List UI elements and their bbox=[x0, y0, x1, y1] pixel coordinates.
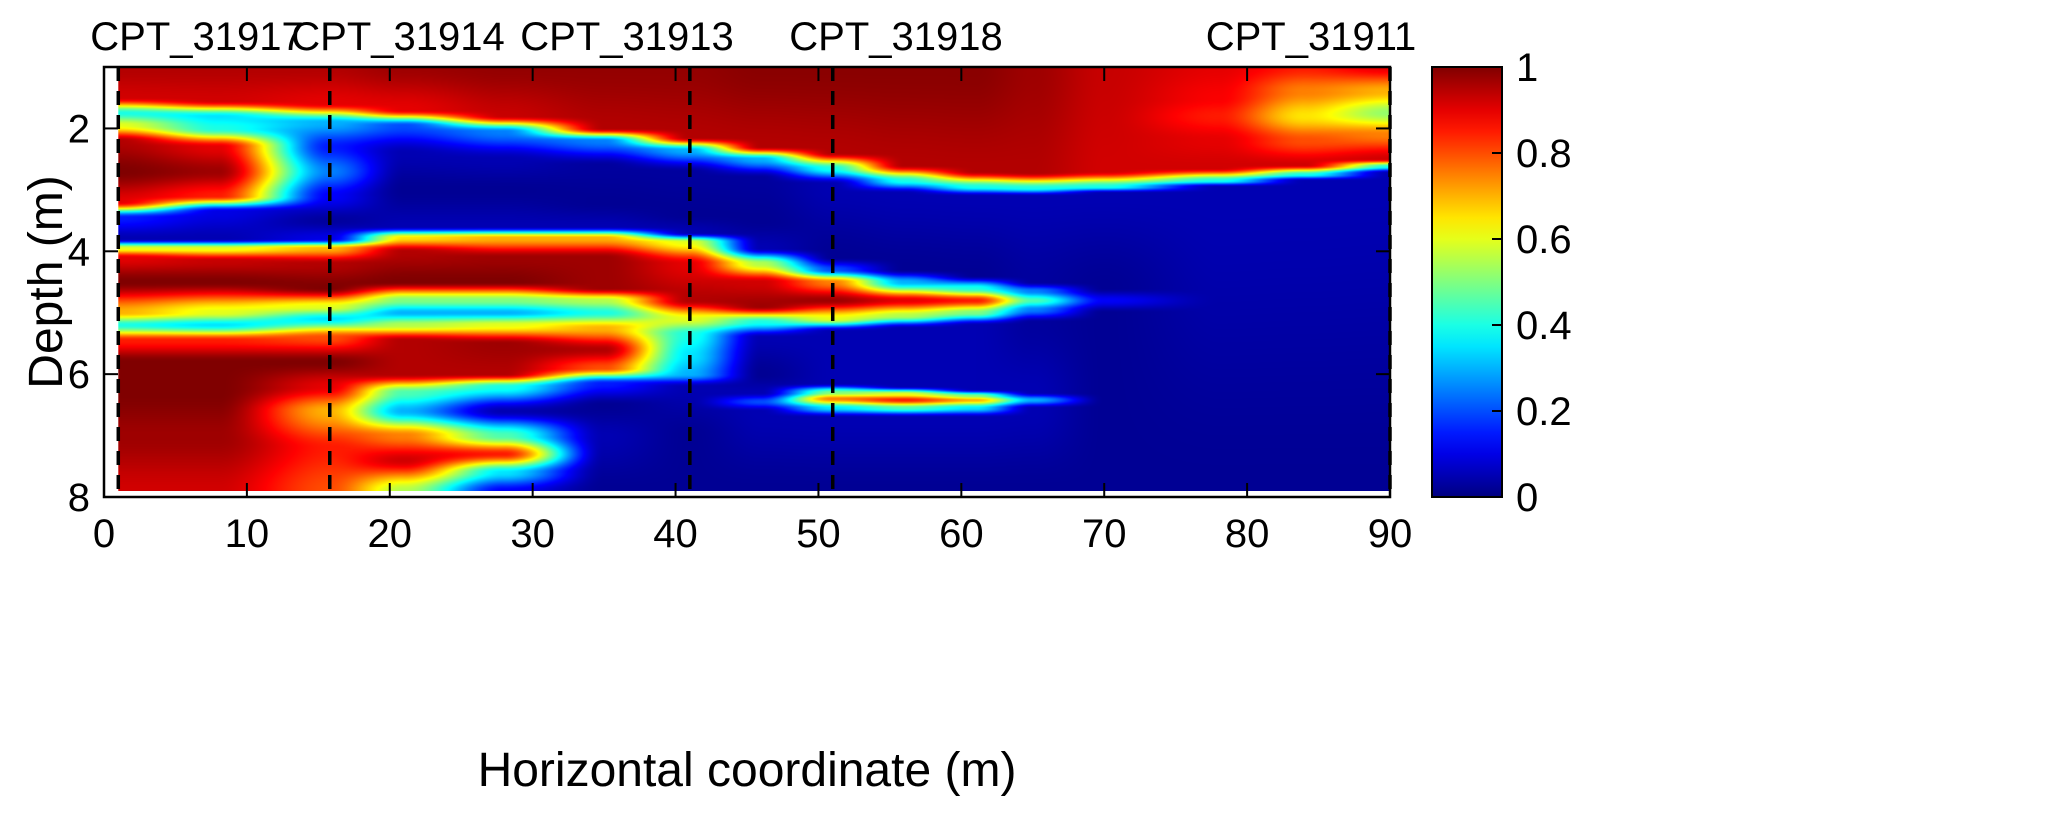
cpt-label-cpt-31914: CPT_31914 bbox=[291, 15, 504, 59]
x-tick-label: 90 bbox=[1368, 512, 1413, 556]
colorbar-tick-label: 1 bbox=[1516, 46, 1538, 90]
cpt-label-cpt-31918: CPT_31918 bbox=[789, 15, 1002, 59]
y-tick-label: 2 bbox=[68, 107, 90, 151]
x-tick-label: 0 bbox=[93, 512, 115, 556]
x-tick-label: 60 bbox=[939, 512, 984, 556]
x-axis-title: Horizontal coordinate (m) bbox=[478, 744, 1017, 797]
y-axis-title: Depth (m) bbox=[20, 175, 73, 388]
colorbar-tick-label: 0.6 bbox=[1516, 218, 1572, 262]
colorbar bbox=[1431, 66, 1503, 498]
x-tick-label: 70 bbox=[1082, 512, 1127, 556]
cpt-label-cpt-31911: CPT_31911 bbox=[1206, 15, 1417, 59]
y-tick-label: 8 bbox=[68, 476, 90, 520]
x-tick-label: 10 bbox=[225, 512, 270, 556]
cpt-label-cpt-31917: CPT_31917 bbox=[90, 15, 303, 59]
x-tick-label: 80 bbox=[1225, 512, 1270, 556]
y-tick-label: 4 bbox=[68, 230, 90, 274]
plot-frame bbox=[102, 65, 1392, 499]
x-tick-label: 40 bbox=[653, 512, 698, 556]
colorbar-tick-label: 0.4 bbox=[1516, 304, 1572, 348]
colorbar-tick-label: 0.2 bbox=[1516, 390, 1572, 434]
x-tick-label: 20 bbox=[368, 512, 413, 556]
heatmap-field bbox=[118, 67, 1390, 491]
x-tick-label: 50 bbox=[796, 512, 841, 556]
cpt-label-cpt-31913: CPT_31913 bbox=[520, 15, 733, 59]
x-tick-label: 30 bbox=[510, 512, 555, 556]
colorbar-tick-label: 0 bbox=[1516, 476, 1538, 520]
colorbar-tick-label: 0.8 bbox=[1516, 132, 1572, 176]
tick-labels: 0 10 20 30 40 50 60 70 80 90 2 4 6 8 bbox=[68, 107, 1413, 556]
y-tick-label: 6 bbox=[68, 353, 90, 397]
colorbar-ticks: 0 0.2 0.4 0.6 0.8 1 bbox=[1492, 46, 1572, 520]
